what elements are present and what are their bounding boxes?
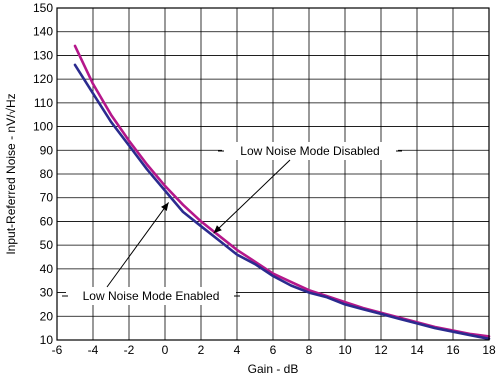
y-tick-label: 110 (34, 96, 53, 110)
annotation-low-noise-enabled: Low Noise Mode Enabled (62, 202, 240, 305)
x-tick-label: 12 (374, 343, 388, 357)
y-tick-label: 90 (40, 143, 54, 157)
series-lines (73, 44, 491, 341)
y-axis-label: Input-Referred Noise - nV/√Hz (4, 93, 18, 254)
x-tick-label: -6 (52, 343, 63, 357)
x-tick-label: -2 (124, 343, 135, 357)
y-tick-label: 80 (40, 167, 54, 181)
annotation-text: Low Noise Mode Enabled (83, 289, 220, 303)
y-tick-label: 120 (33, 72, 53, 86)
x-tick-label: 16 (446, 343, 460, 357)
y-tick-label: 70 (40, 191, 54, 205)
x-tick-label: 6 (270, 343, 277, 357)
annotation-arrowhead (213, 225, 222, 234)
y-tick-label: 140 (33, 25, 53, 39)
x-tick-label: 14 (410, 343, 424, 357)
annotation-leader-line (213, 159, 291, 234)
x-tick-label: 4 (234, 343, 241, 357)
y-tick-label: 50 (40, 238, 54, 252)
y-tick-label: 150 (33, 1, 53, 15)
x-tick-label: 8 (306, 343, 313, 357)
series-line-low-noise-enabled (73, 63, 491, 341)
annotation-leader-line (106, 202, 170, 288)
y-tick-label: 60 (40, 214, 54, 228)
x-tick-label: -4 (88, 343, 99, 357)
annotations: Low Noise Mode Disabled Low Noise Mode En… (62, 142, 402, 305)
x-tick-label: 0 (162, 343, 169, 357)
y-tick-label: 100 (33, 120, 53, 134)
x-tick-label: 18 (482, 343, 496, 357)
plot-frame (56, 7, 490, 341)
y-tick-label: 40 (40, 262, 54, 276)
x-tick-label: 2 (198, 343, 205, 357)
annotation-arrowhead (161, 202, 169, 211)
y-tick-label: 130 (33, 48, 53, 62)
annotation-background (66, 287, 236, 305)
tick-labels: -6 -4 -2 0 2 4 6 8 10 12 14 16 18 10 20 30 40 50 60 70 80 90 1… (33, 1, 496, 357)
y-tick-label: 10 (40, 333, 54, 347)
y-tick-label: 20 (40, 309, 54, 323)
y-tick-label: 30 (40, 286, 54, 300)
x-tick-label: 10 (338, 343, 352, 357)
annotation-background (222, 142, 398, 160)
annotation-low-noise-disabled: Low Noise Mode Disabled (213, 142, 402, 234)
x-axis-label: Gain - dB (248, 362, 299, 376)
annotation-text: Low Noise Mode Disabled (240, 144, 379, 158)
